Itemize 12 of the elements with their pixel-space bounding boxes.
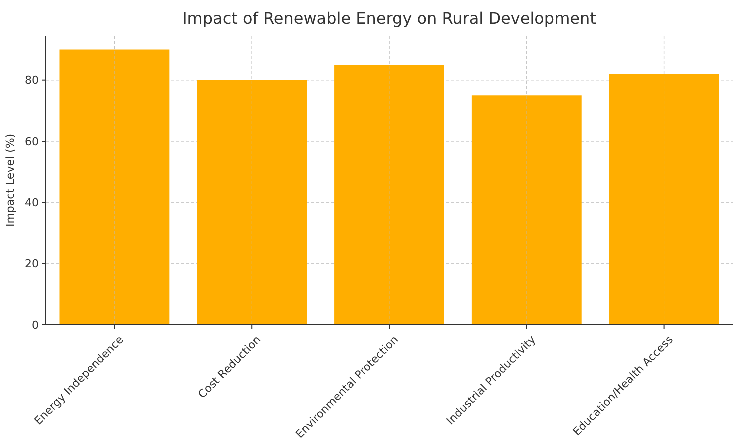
bar <box>609 74 720 325</box>
bar <box>472 96 582 325</box>
y-axis-title: Impact Level (%) <box>4 134 17 228</box>
y-tick-label: 60 <box>25 135 39 148</box>
y-tick-label: 0 <box>32 318 39 332</box>
y-tick-label: 40 <box>25 196 39 210</box>
chart-title: Impact of Renewable Energy on Rural Development <box>182 9 596 28</box>
bar <box>334 65 444 325</box>
bar <box>60 50 170 325</box>
bar <box>197 80 308 325</box>
y-tick-label: 80 <box>25 74 39 88</box>
y-tick-label: 20 <box>25 258 39 271</box>
